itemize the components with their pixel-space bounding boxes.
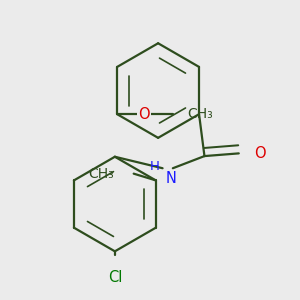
Text: Cl: Cl bbox=[108, 270, 122, 285]
Text: O: O bbox=[254, 146, 266, 161]
Text: O: O bbox=[138, 107, 150, 122]
Text: CH₃: CH₃ bbox=[188, 107, 213, 121]
Text: CH₃: CH₃ bbox=[88, 167, 114, 181]
Text: H: H bbox=[150, 160, 160, 173]
Text: N: N bbox=[166, 171, 177, 186]
